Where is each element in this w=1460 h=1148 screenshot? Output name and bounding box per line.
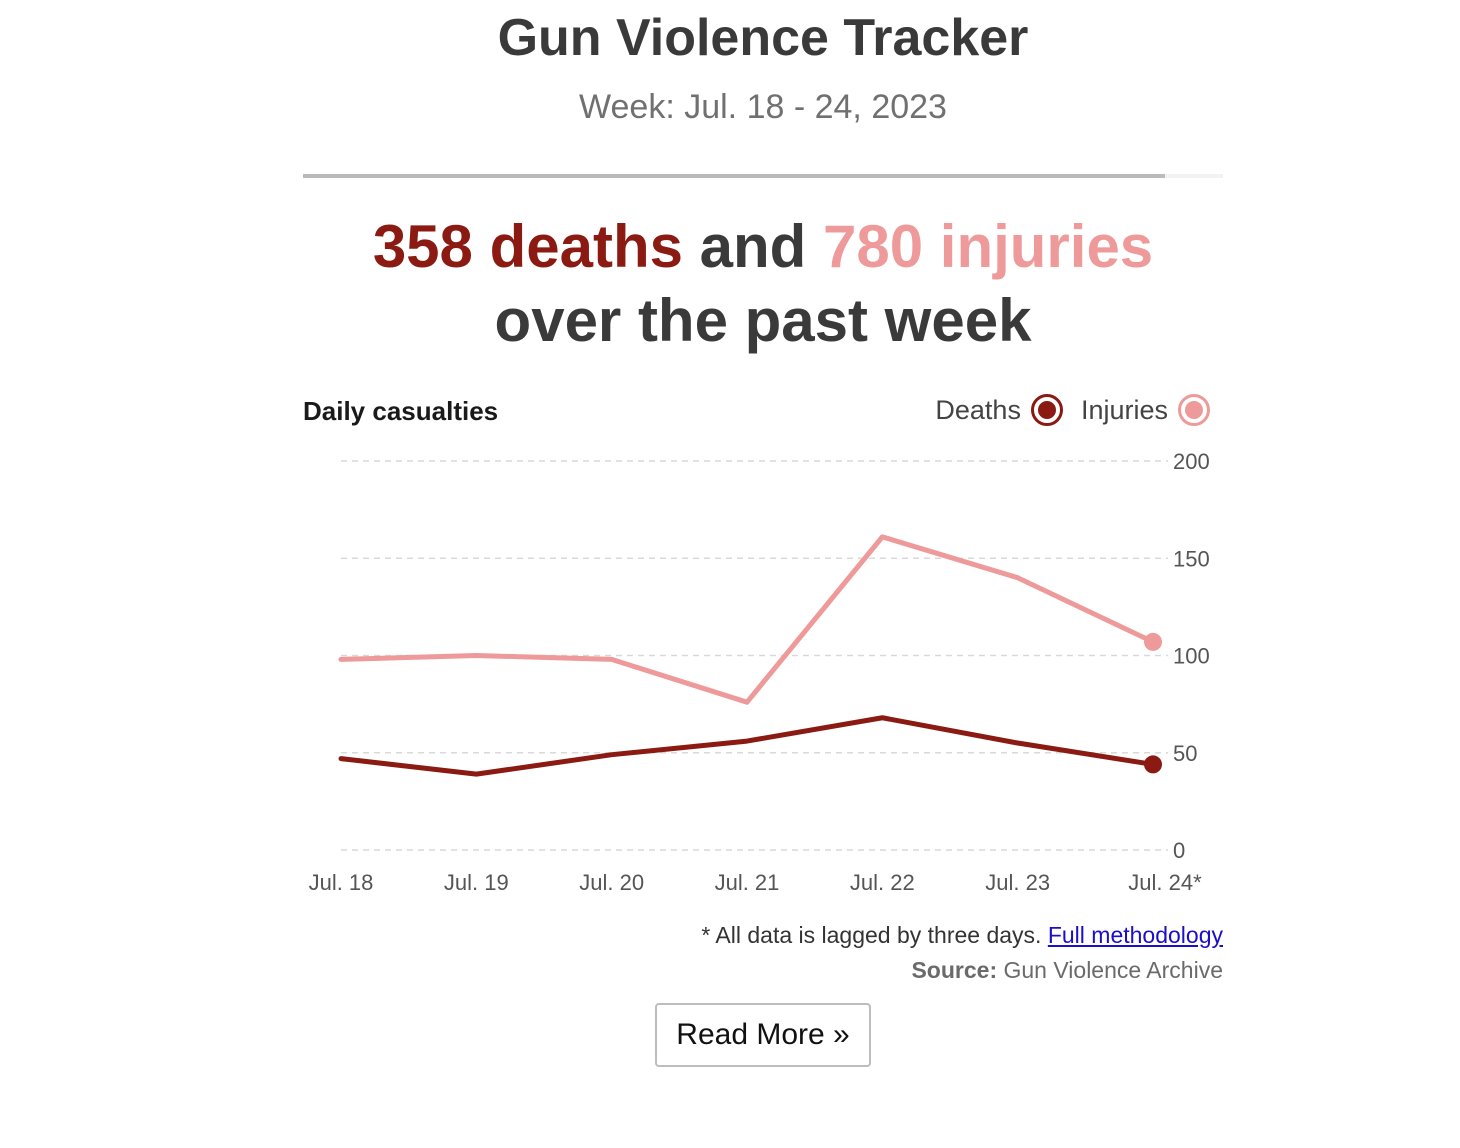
- week-subtitle: Week: Jul. 18 - 24, 2023: [579, 88, 947, 126]
- headline-deaths: 358 deaths: [372, 213, 683, 280]
- read-more-button[interactable]: Read More »: [655, 1003, 871, 1067]
- x-tick-label: Jul. 24*: [1128, 870, 1202, 895]
- legend-label-injuries: Injuries: [1080, 394, 1168, 425]
- legend-dot-deaths-icon: [1030, 394, 1063, 426]
- page-title: Gun Violence Tracker: [497, 9, 1029, 67]
- y-tick-label: 50: [1173, 741, 1197, 766]
- x-tick-label: Jul. 21: [715, 870, 780, 895]
- chart-legend: Deaths Injuries: [935, 394, 1210, 426]
- headline-injuries: 780 injuries: [823, 213, 1154, 280]
- series-end-point-injuries: [1144, 632, 1162, 651]
- footnote-text: * All data is lagged by three days.: [701, 922, 1048, 948]
- series-line-injuries: [338, 534, 1156, 705]
- x-tick-label: Jul. 20: [579, 870, 644, 895]
- y-tick-label: 100: [1173, 644, 1210, 669]
- series-line-deaths: [338, 715, 1156, 777]
- progress-fill: [303, 174, 1166, 178]
- line-chart: 0 50 100 150 200 Jul. 18 Jul. 19 Jul. 20 Jul. 21…: [309, 449, 1210, 895]
- legend-label-deaths: Deaths: [935, 394, 1021, 425]
- headline-and: and: [682, 213, 823, 280]
- progress-track: [303, 174, 1223, 178]
- y-tick-label: 0: [1173, 838, 1185, 863]
- x-tick-label: Jul. 22: [850, 870, 915, 895]
- source-line: Source: Gun Violence Archive: [911, 957, 1223, 984]
- source-text: Gun Violence Archive: [997, 957, 1223, 983]
- y-tick-label: 150: [1173, 546, 1210, 571]
- headline: 358 deaths and 780 injuries over the pas…: [0, 210, 1460, 358]
- x-tick-label: Jul. 19: [444, 870, 509, 895]
- legend-item-injuries: Injuries: [1081, 394, 1210, 426]
- x-tick-label: Jul. 18: [309, 870, 374, 895]
- footnote: * All data is lagged by three days. Full…: [701, 922, 1223, 949]
- x-tick-label: Jul. 23: [985, 870, 1050, 895]
- source-label: Source:: [911, 957, 998, 983]
- series-end-point-deaths: [1144, 755, 1162, 774]
- legend-dot-injuries-icon: [1178, 394, 1210, 426]
- chart-label: Daily casualties: [303, 396, 499, 426]
- y-tick-label: 200: [1173, 449, 1210, 474]
- headline-line2: over the past week: [494, 287, 1032, 354]
- methodology-link[interactable]: Full methodology: [1047, 922, 1223, 948]
- legend-item-deaths: Deaths: [935, 394, 1063, 426]
